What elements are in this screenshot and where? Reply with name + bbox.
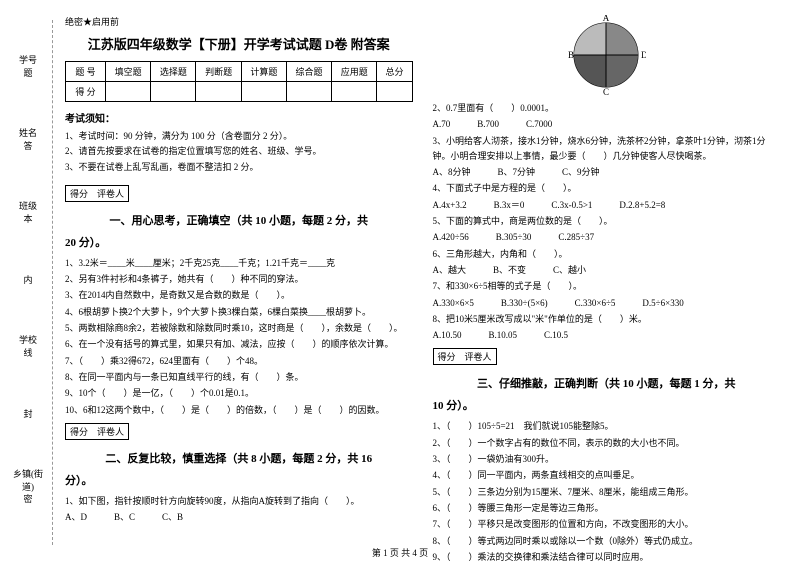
main-content: 绝密★启用前 江苏版四年级数学【下册】开学考试试题 D卷 附答案 题 号填空题选… xyxy=(65,15,780,566)
pie-label-b: B xyxy=(568,50,574,60)
question-item: 4、（ ）同一平面内，两条直线相交的点叫垂足。 xyxy=(433,468,781,483)
fill-blank-questions: 1、3.2米＝____米____厘米；2千克25克____千克；1.21千克＝_… xyxy=(65,256,413,418)
score-table: 题 号填空题选择题判断题计算题综合题应用题总分 得 分 xyxy=(65,61,413,102)
question-options: A.330×6×5 B.330÷(5×6) C.330×6÷5 D.5÷6×33… xyxy=(433,296,781,311)
question-item: 3、小明给客人沏茶，接水1分钟，烧水6分钟，洗茶杯2分钟，拿茶叶1分钟，沏茶1分… xyxy=(433,134,781,165)
confidential-mark: 绝密★启用前 xyxy=(65,15,413,28)
question-item: 1、如下图，指针按顺时针方向旋转90度，从指向A旋转到了指向（ ）。 xyxy=(65,494,413,509)
vlabel-class: 班级本 xyxy=(19,200,37,225)
question-item: 4、下面式子中是方程的是（ ）。 xyxy=(433,181,781,196)
question-item: 6、在一个没有括号的算式里，如果只有加、减法，应按（ ）的顺序依次计算。 xyxy=(65,337,413,352)
section-3-title: 三、仔细推敲，正确判断（共 10 小题，每题 1 分，共 xyxy=(433,375,781,391)
question-options: A.420÷56 B.305÷30 C.285÷37 xyxy=(433,230,781,245)
vlabel-seal: 封 xyxy=(23,408,32,421)
score-box: 得分 评卷人 xyxy=(433,348,497,365)
question-item: 8、在同一平面内与一条已知直线平行的线，有（ ）条。 xyxy=(65,370,413,385)
question-item: 7、（ ）乘32得672，624里面有（ ）个48。 xyxy=(65,354,413,369)
question-item: 1、3.2米＝____米____厘米；2千克25克____千克；1.21千克＝_… xyxy=(65,256,413,271)
page-footer: 第 1 页 共 4 页 xyxy=(0,546,800,559)
section-2-cont: 分）。 xyxy=(65,472,413,488)
vlabel-town: 乡镇(街道)密 xyxy=(8,468,48,506)
question-item: 2、0.7里面有（ ）0.0001。 xyxy=(433,101,781,116)
question-item: 10、6和12这两个数中，（ ）是（ ）的倍数，（ ）是（ ）的因数。 xyxy=(65,403,413,418)
judge-questions: 1、（ ）105÷5=21 我们就说105能整除5。 2、（ ）一个数字占有的数… xyxy=(433,419,781,565)
question-options: A、越大 B、不变 C、越小 xyxy=(433,263,781,278)
vlabel-school: 学校线 xyxy=(19,334,37,359)
pie-label-a: A xyxy=(603,15,610,23)
notice-heading: 考试须知： xyxy=(65,110,413,125)
question-item: 6、（ ）等腰三角形一定是等边三角形。 xyxy=(433,501,781,516)
vertical-label-strip: 学号题 姓名答 班级本 内 学校线 封 乡镇(街道)密 xyxy=(8,30,48,530)
pie-chart-icon: A B C D xyxy=(566,15,646,95)
score-box: 得分 评卷人 xyxy=(65,185,129,202)
question-item: 3、（ ）一袋奶油有300升。 xyxy=(433,452,781,467)
question-item: 9、10个（ ）是一亿，（ ）个0.01是0.1。 xyxy=(65,386,413,401)
rule-item: 2、请首先按要求在试卷的指定位置填写您的姓名、班级、学号。 xyxy=(65,144,413,159)
exam-title: 江苏版四年级数学【下册】开学考试试题 D卷 附答案 xyxy=(65,34,413,53)
question-item: 2、（ ）一个数字占有的数位不同，表示的数的大小也不同。 xyxy=(433,436,781,451)
vlabel-inner: 内 xyxy=(23,274,32,287)
rule-item: 1、考试时间：90 分钟，满分为 100 分（含卷面分 2 分）。 xyxy=(65,129,413,144)
question-options: A、8分钟 B、7分钟 C、9分钟 xyxy=(433,165,781,180)
section-3-cont: 10 分）。 xyxy=(433,397,781,413)
question-options: A.70 B.700 C.7000 xyxy=(433,117,781,132)
question-options: A、D B、C C、B xyxy=(65,510,413,525)
table-row: 得 分 xyxy=(66,82,413,102)
question-options: A.10.50 B.10.05 C.10.5 xyxy=(433,328,781,343)
exam-rules: 1、考试时间：90 分钟，满分为 100 分（含卷面分 2 分）。 2、请首先按… xyxy=(65,129,413,175)
question-item: 3、在2014内自然数中，是奇数又是合数的数是（ ）。 xyxy=(65,288,413,303)
rule-item: 3、不要在试卷上乱写乱画，卷面不整洁扣 2 分。 xyxy=(65,160,413,175)
left-column: 绝密★启用前 江苏版四年级数学【下册】开学考试试题 D卷 附答案 题 号填空题选… xyxy=(65,15,413,566)
vlabel-name: 姓名答 xyxy=(19,127,37,152)
section-2-title: 二、反复比较，慎重选择（共 8 小题，每题 2 分，共 16 xyxy=(65,450,413,466)
section-1-title: 一、用心思考，正确填空（共 10 小题，每题 2 分，共 xyxy=(65,212,413,228)
question-item: 7、（ ）平移只是改变图形的位置和方向，不改变图形的大小。 xyxy=(433,517,781,532)
binding-dashline xyxy=(52,20,53,545)
vlabel-id: 学号题 xyxy=(19,54,37,79)
pie-label-d: D xyxy=(641,50,646,60)
question-item: 2、另有3件衬衫和4条裤子，她共有（ ）种不同的穿法。 xyxy=(65,272,413,287)
pie-label-c: C xyxy=(603,87,609,95)
question-item: 6、三角形越大，内角和（ ）。 xyxy=(433,247,781,262)
question-item: 5、下面的算式中，商是两位数的是（ ）。 xyxy=(433,214,781,229)
question-item: 1、（ ）105÷5=21 我们就说105能整除5。 xyxy=(433,419,781,434)
question-item: 7、和330×6÷5相等的式子是（ ）。 xyxy=(433,279,781,294)
table-row: 题 号填空题选择题判断题计算题综合题应用题总分 xyxy=(66,62,413,82)
question-item: 5、两数相除商8余2，若被除数和除数同时乘10，这时商是（ ），余数是（ ）。 xyxy=(65,321,413,336)
score-box: 得分 评卷人 xyxy=(65,423,129,440)
question-options: A.4x+3.2 B.3x＝0 C.3x-0.5>1 D.2.8+5.2=8 xyxy=(433,198,781,213)
question-item: 5、（ ）三条边分别为15厘米、7厘米、8厘米，能组成三角形。 xyxy=(433,485,781,500)
question-item: 8、把10米5厘米改写成以"米"作单位的是（ ）米。 xyxy=(433,312,781,327)
choice-questions-part2: 2、0.7里面有（ ）0.0001。 A.70 B.700 C.7000 3、小… xyxy=(433,101,781,343)
right-column: A B C D 2、0.7里面有（ ）0.0001。 A.70 B.700 C.… xyxy=(433,15,781,566)
choice-questions-part1: 1、如下图，指针按顺时针方向旋转90度，从指向A旋转到了指向（ ）。 A、D B… xyxy=(65,494,413,526)
section-1-cont: 20 分）。 xyxy=(65,234,413,250)
question-item: 4、6根胡萝卜换2个大萝卜，9个大萝卜换3棵白菜，6棵白菜换____根胡萝卜。 xyxy=(65,305,413,320)
